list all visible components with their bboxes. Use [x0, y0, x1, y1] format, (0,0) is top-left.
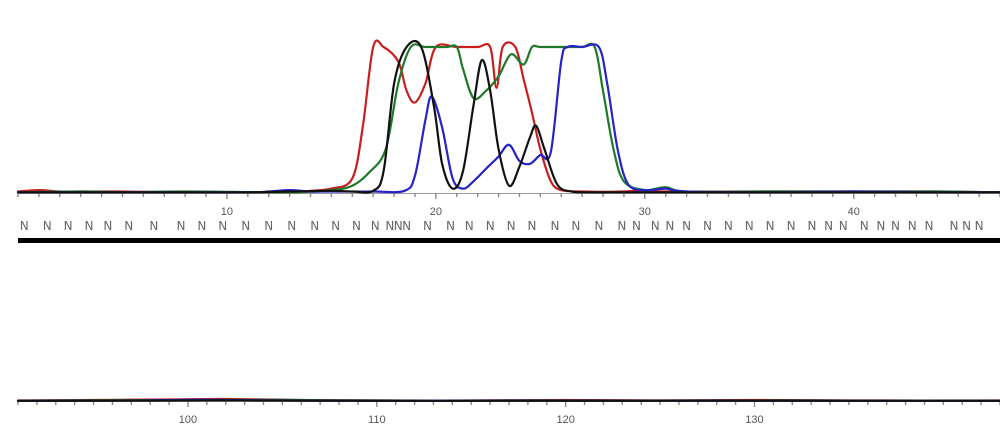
base-call-letter: N — [807, 219, 816, 233]
base-call-letter: N — [486, 219, 495, 233]
base-call-letter: N — [385, 219, 394, 233]
tick-label: 110 — [368, 414, 386, 426]
base-call-letter: N — [975, 219, 984, 233]
base-call-letter: N — [371, 219, 380, 233]
base-call-letter: N — [527, 219, 536, 233]
base-call-letter: N — [20, 219, 29, 233]
base-call-letter: N — [331, 219, 340, 233]
base-call-letter: N — [682, 219, 691, 233]
base-call-letter: N — [85, 219, 94, 233]
base-call-letter: N — [860, 219, 869, 233]
base-call-letter: N — [962, 219, 971, 233]
base-call-letter: N — [241, 219, 250, 233]
base-call-letter: N — [402, 219, 411, 233]
base-call-letter: N — [43, 219, 52, 233]
tick-label: 120 — [556, 414, 574, 426]
base-call-letter: N — [703, 219, 712, 233]
base-call-letter: N — [176, 219, 185, 233]
upper-trace-panel: 10 20 30 40N N N N N N N N N N N N N N N N N N N N N N N N N N N N N N N N… — [16, 39, 1000, 233]
base-call-letter: N — [908, 219, 917, 233]
base-call-letter: N — [924, 219, 933, 233]
base-call-letter: N — [64, 219, 73, 233]
base-call-letter: N — [594, 219, 603, 233]
base-call-letter: N — [571, 219, 580, 233]
base-call-letter: N — [287, 219, 296, 233]
tick-label: 40 — [848, 206, 860, 218]
base-call-letter: N — [745, 219, 754, 233]
base-call-letter: N — [218, 219, 227, 233]
base-call-letter: N — [507, 219, 516, 233]
base-call-letter: N — [465, 219, 474, 233]
tick-label: 10 — [221, 206, 233, 218]
base-call-letter: N — [264, 219, 273, 233]
tick-label: 100 — [179, 414, 197, 426]
base-call-letter: N — [824, 219, 833, 233]
base-call-letter: N — [891, 219, 900, 233]
base-call-letter: N — [423, 219, 432, 233]
trace-line — [16, 42, 1000, 194]
base-call-letter: N — [352, 219, 361, 233]
trace-line — [16, 39, 1000, 194]
base-call-letter: N — [103, 219, 112, 233]
base-call-letter: N — [310, 219, 319, 233]
tick-label: 30 — [639, 206, 651, 218]
tick-label: 20 — [430, 206, 442, 218]
base-call-letter: N — [665, 219, 674, 233]
base-call-letter: N — [197, 219, 206, 233]
base-call-letter: N — [766, 219, 775, 233]
base-call-letter: N — [124, 219, 133, 233]
base-call-letter: N — [950, 219, 959, 233]
lower-trace-panel: 100 110 120 130 — [16, 397, 1000, 426]
base-call-letter: N — [839, 219, 848, 233]
base-call-letter: N — [632, 219, 641, 233]
base-call-letter: N — [617, 219, 626, 233]
base-call-letter: N — [550, 219, 559, 233]
base-call-letter: N — [787, 219, 796, 233]
base-call-letter: N — [149, 219, 158, 233]
base-call-letter: N — [394, 219, 403, 233]
base-call-letter: N — [446, 219, 455, 233]
base-call-letter: N — [876, 219, 885, 233]
base-call-letter: N — [724, 219, 733, 233]
trace-line — [16, 39, 1000, 194]
base-call-letter: N — [651, 219, 660, 233]
tick-label: 130 — [745, 414, 763, 426]
trace-line — [16, 43, 1000, 194]
